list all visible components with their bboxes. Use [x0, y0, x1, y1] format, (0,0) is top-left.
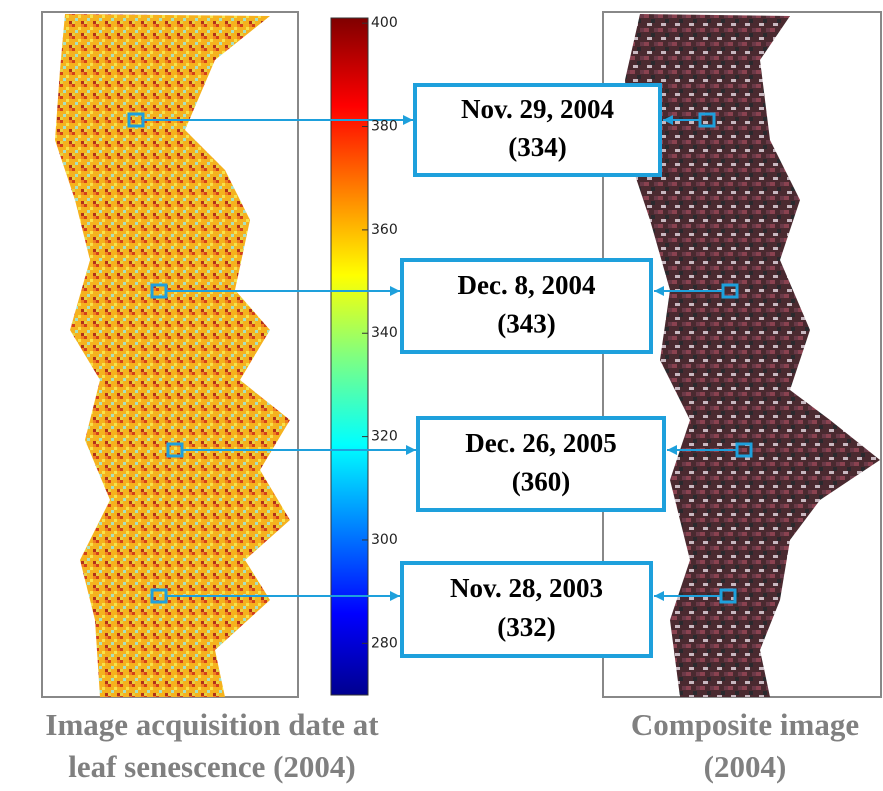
arrowhead — [663, 115, 673, 125]
tick-label: 300 — [371, 532, 398, 548]
sample-marker — [721, 283, 739, 299]
arrowhead — [390, 286, 400, 296]
caption-left: leaf senescence (2004) — [68, 749, 356, 784]
sample-marker — [150, 283, 168, 299]
callout-doy: (343) — [497, 308, 555, 338]
tick-label: 280 — [371, 635, 398, 651]
arrowhead — [403, 115, 413, 125]
callout-date: Nov. 28, 2003 — [450, 573, 603, 603]
tick-label: 340 — [371, 325, 398, 341]
callouts: Nov. 29, 2004 (334) Dec. 8, 2004 (343) Dec. … — [127, 83, 753, 658]
caption-right: (2004) — [704, 749, 787, 784]
callout-date: Nov. 29, 2004 — [461, 94, 614, 124]
callout-box — [416, 416, 666, 512]
tick-label: 320 — [371, 429, 398, 445]
callout-date: Dec. 8, 2004 — [458, 270, 596, 300]
tick-label: 380 — [371, 119, 398, 135]
callout-box — [400, 561, 653, 658]
callout-box — [413, 83, 662, 177]
sample-marker — [698, 112, 716, 128]
callout-doy: (360) — [512, 466, 570, 496]
left-map-panel — [41, 11, 299, 698]
callout-box — [400, 258, 653, 354]
senescence-map — [55, 14, 290, 697]
callout-doy: (334) — [508, 132, 566, 162]
callout-doy: (332) — [497, 612, 555, 642]
colorbar — [330, 17, 369, 696]
arrowhead — [390, 591, 400, 601]
sample-marker — [735, 442, 753, 458]
callout-date: Dec. 26, 2005 — [465, 428, 616, 458]
caption-left: Image acquisition date at — [45, 707, 379, 742]
arrowhead — [654, 286, 664, 296]
sample-marker — [166, 442, 184, 458]
arrowhead — [654, 591, 664, 601]
composite-image — [625, 14, 880, 697]
sample-marker — [127, 112, 145, 128]
tick-label: 360 — [371, 222, 398, 238]
sample-marker — [150, 588, 168, 604]
tick-label: 400 — [371, 15, 398, 31]
arrowhead — [667, 445, 677, 455]
arrowhead — [406, 445, 416, 455]
caption-right: Composite image — [631, 707, 859, 742]
sample-marker — [719, 588, 737, 604]
